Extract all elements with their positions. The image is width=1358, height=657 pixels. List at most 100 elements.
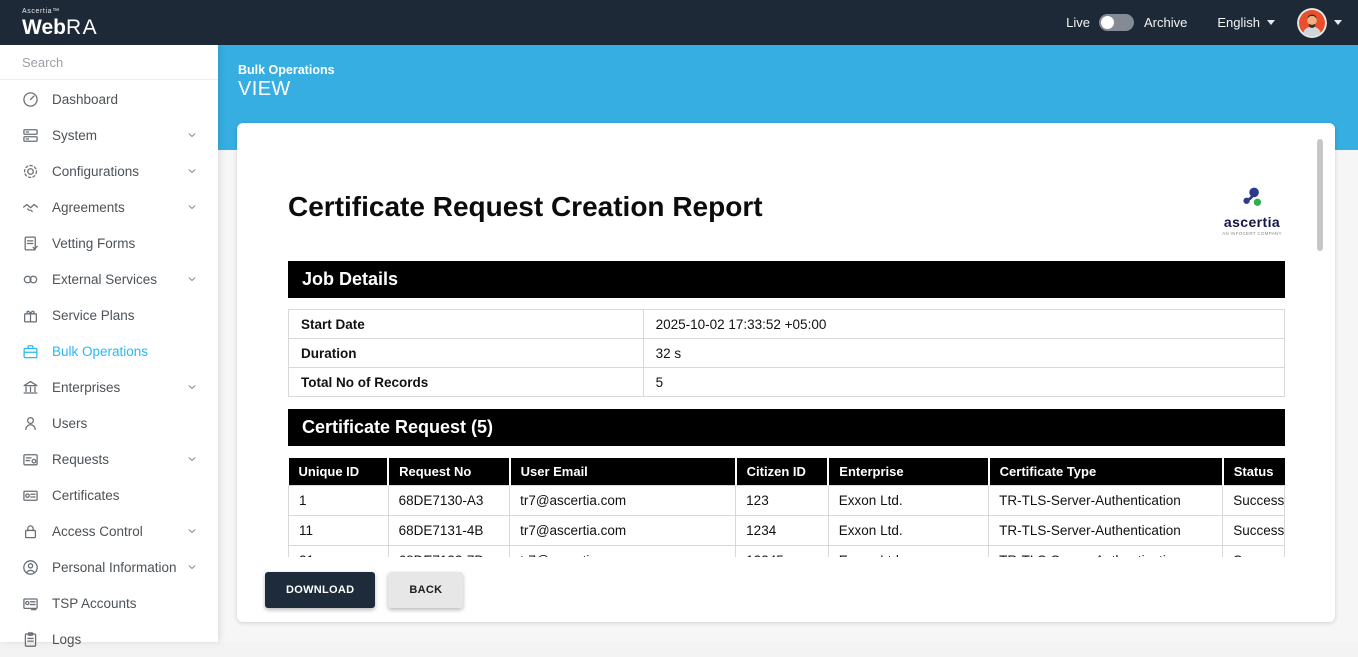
sidebar-item-users[interactable]: Users [0,405,218,441]
table-row: 11 68DE7131-4B tr7@ascertia.com 1234 Exx… [288,514,1285,546]
report-viewport[interactable]: Certificate Request Creation Report asce… [237,123,1335,557]
search-input[interactable] [22,54,198,70]
cell-enterprise: Exxon Ltd. [827,514,990,546]
scrollbar-thumb[interactable] [1317,139,1323,251]
toggle-knob [1101,16,1114,29]
breadcrumb: Bulk Operations [238,63,335,77]
sidebar-item-requests[interactable]: Requests [0,441,218,477]
sidebar-item-label: Configurations [52,163,140,179]
sidebar-item-access-control[interactable]: Access Control [0,513,218,549]
ascertia-logo: ascertia AN INFOCERT COMPANY [1219,187,1285,236]
page-title: VIEW [238,78,291,100]
sidebar-item-label: Dashboard [52,91,119,107]
ascertia-logo-tagline: AN INFOCERT COMPANY [1222,231,1282,236]
sidebar-item-label: Certificates [52,487,120,503]
status-badge: Success [1222,484,1285,516]
sidebar-item-label: Users [52,415,88,431]
column-header: Enterprise [828,458,990,485]
sidebar-item-label: External Services [52,271,158,287]
sidebar-item-external-services[interactable]: External Services [0,261,218,297]
sidebar-item-label: Access Control [52,523,143,539]
topbar-controls: Live Archive English [1066,7,1342,38]
brand-company: Ascertia™ [22,7,60,15]
user-menu[interactable] [1297,7,1342,38]
sidebar-item-tsp-accounts[interactable]: TSP Accounts [0,585,218,621]
handshake-icon [22,199,39,216]
column-header: User Email [509,458,737,485]
sidebar-item-system[interactable]: System [0,117,218,153]
cell-certificate-type: TR-TLS-Server-Authentication [988,544,1224,557]
user-icon [22,415,39,432]
status-badge: Success [1222,544,1285,557]
chevron-down-icon [186,165,198,177]
sidebar-item-certificates[interactable]: Certificates [0,477,218,513]
table-row: 1 68DE7130-A3 tr7@ascertia.com 123 Exxon… [288,484,1285,516]
chevron-down-icon [186,561,198,573]
cell-user-email: tr7@ascertia.com [509,514,737,546]
clipboard-icon [22,631,39,648]
sidebar-item-bulk-operations[interactable]: Bulk Operations [0,333,218,369]
sidebar-item-service-plans[interactable]: Service Plans [0,297,218,333]
cell-user-email: tr7@ascertia.com [509,544,737,557]
column-header: Status [1222,458,1285,485]
cell-request-no: 68DE7130-A3 [387,484,511,516]
sidebar-item-enterprises[interactable]: Enterprises [0,369,218,405]
language-dropdown[interactable]: English [1217,15,1275,30]
table-row: 21 68DE7132-7D tr7@ascertia.com 12345 Ex… [288,544,1285,557]
sidebar-item-label: Bulk Operations [52,343,149,359]
request-card-icon [22,451,39,468]
person-circle-icon [22,559,39,576]
avatar[interactable] [1297,7,1327,38]
cell-citizen-id: 12345 [735,544,829,557]
section-heading-certificate-request: Certificate Request (5) [288,409,1285,446]
sidebar-item-logs[interactable]: Logs [0,621,218,657]
archive-label: Archive [1144,15,1188,30]
brand-product: WebRA [22,15,99,39]
id-card-icon [22,595,39,612]
table-row: Total No of Records 5 [288,367,1286,397]
sidebar-item-dashboard[interactable]: Dashboard [0,81,218,117]
sidebar-item-configurations[interactable]: Configurations [0,153,218,189]
section-heading-job-details: Job Details [288,261,1285,298]
column-header: Unique ID [288,458,390,485]
row-value: 2025-10-02 17:33:52 +05:00 [642,309,1286,339]
column-header: Citizen ID [735,458,830,485]
chevron-down-icon [186,201,198,213]
action-bar: DOWNLOAD BACK [237,557,1335,622]
sidebar-item-label: System [52,127,98,143]
sidebar: Dashboard System Configurations Agreemen… [0,45,218,647]
link-icon [22,271,39,288]
chevron-down-icon [186,453,198,465]
lock-icon [22,523,39,540]
sidebar-item-label: Vetting Forms [52,235,136,251]
download-button[interactable]: DOWNLOAD [265,571,376,608]
sidebar-item-label: Personal Information [52,559,177,575]
row-value: 32 s [642,338,1286,368]
chevron-down-icon [1267,20,1275,25]
table-row: Start Date 2025-10-02 17:33:52 +05:00 [288,309,1286,339]
sidebar-item-vetting-forms[interactable]: Vetting Forms [0,225,218,261]
system-icon [22,127,39,144]
certificate-request-table: Unique ID Request No User Email Citizen … [288,458,1285,557]
column-header: Certificate Type [988,458,1224,485]
bank-icon [22,379,39,396]
live-archive-toggle[interactable] [1099,14,1134,31]
status-badge: Success [1222,514,1285,546]
table-row: Duration 32 s [288,338,1286,368]
ascertia-logo-dots [1243,187,1262,206]
chevron-down-icon [186,525,198,537]
dashboard-icon [22,91,39,108]
job-details-table: Start Date 2025-10-02 17:33:52 +05:00 Du… [288,309,1286,397]
sidebar-item-label: Requests [52,451,110,467]
sidebar-item-personal-information[interactable]: Personal Information [0,549,218,585]
table-header-row: Unique ID Request No User Email Citizen … [288,458,1285,485]
form-icon [22,235,39,252]
column-header: Request No [388,458,511,485]
sidebar-item-label: Logs [52,631,82,647]
app-logo[interactable]: Ascertia™ WebRA [22,8,98,38]
back-button[interactable]: BACK [388,571,464,608]
sidebar-nav: Dashboard System Configurations Agreemen… [0,80,218,657]
language-label: English [1217,15,1260,30]
chevron-down-icon [186,273,198,285]
sidebar-item-agreements[interactable]: Agreements [0,189,218,225]
